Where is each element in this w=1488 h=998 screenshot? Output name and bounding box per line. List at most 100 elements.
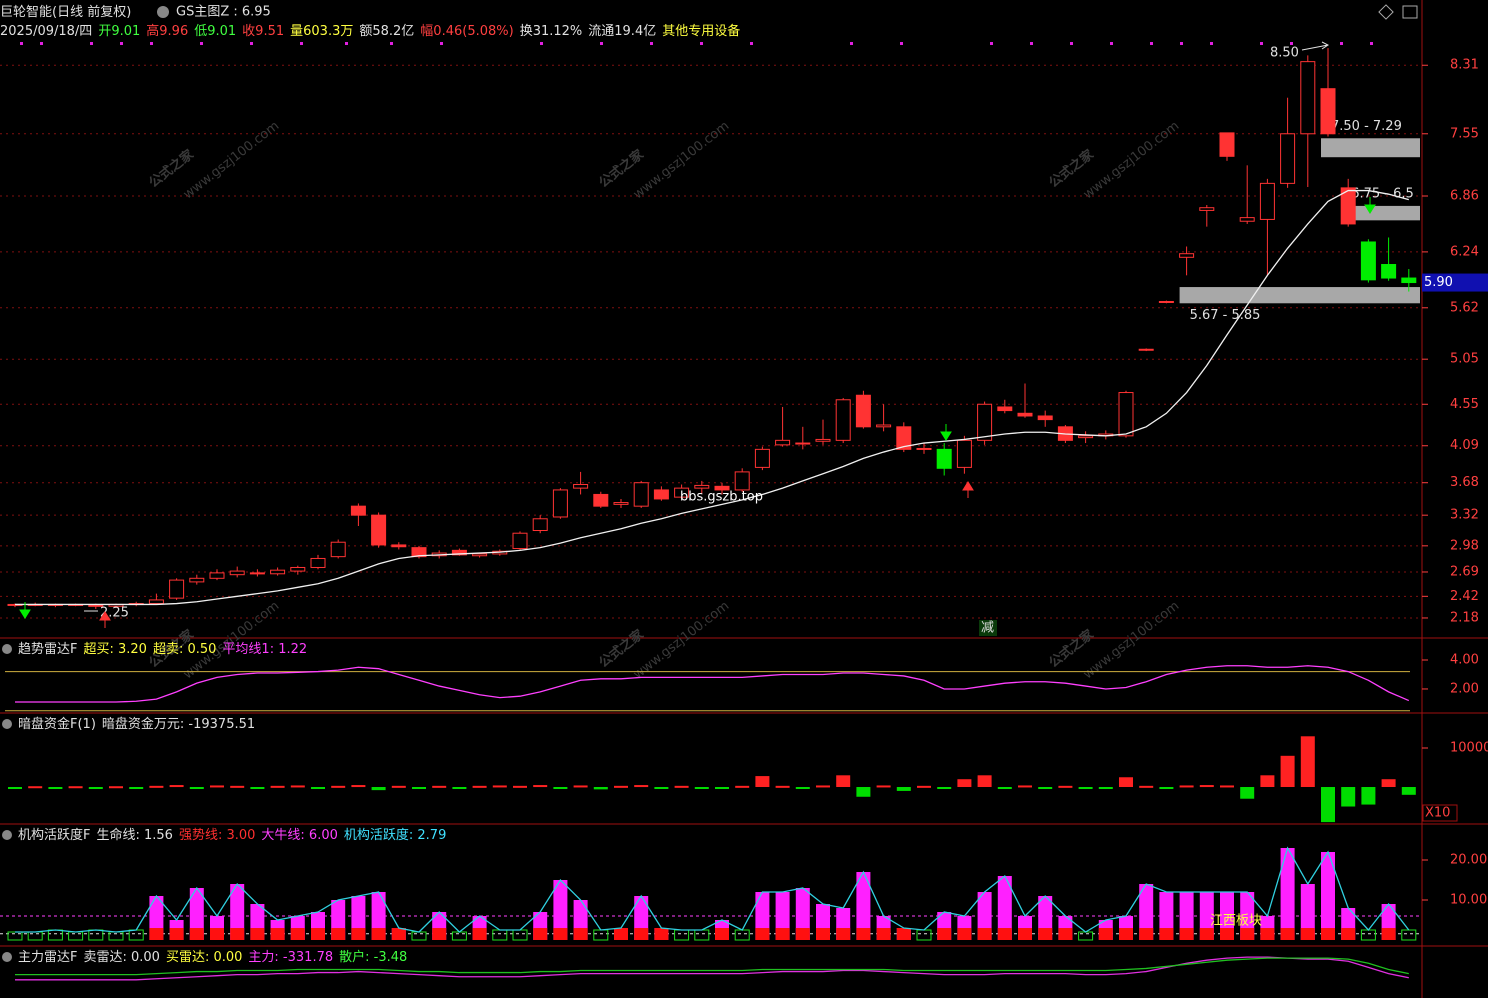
zone bbox=[1321, 138, 1420, 158]
candle-body bbox=[835, 399, 851, 441]
legend-item: 大牛线: 6.00 bbox=[261, 828, 337, 843]
bar bbox=[614, 785, 628, 788]
icon[interactable] bbox=[1402, 5, 1418, 19]
legend-item: 散户: -3.48 bbox=[339, 949, 407, 965]
bar bbox=[1139, 884, 1154, 940]
y-tick-label: 8.31 bbox=[1450, 58, 1479, 73]
y-tick-label: 2.98 bbox=[1450, 538, 1479, 553]
bar-base bbox=[1341, 928, 1356, 940]
zone bbox=[1341, 205, 1420, 221]
zone bbox=[1179, 287, 1420, 304]
legend-item: 趋势雷达F bbox=[18, 641, 77, 657]
bar-base bbox=[371, 928, 386, 940]
bar bbox=[1220, 785, 1234, 788]
legend-item: 超买: 3.20 bbox=[83, 642, 146, 657]
bar bbox=[1280, 755, 1295, 788]
bar-base bbox=[856, 928, 871, 940]
legend-item: 机构活跃度F bbox=[18, 827, 90, 843]
icon[interactable] bbox=[1378, 4, 1394, 20]
header-item: 收9.51 bbox=[242, 24, 284, 39]
header-item: 巨轮智能(日线 前复权) bbox=[0, 4, 131, 20]
bar-base bbox=[311, 928, 325, 940]
bar bbox=[1038, 787, 1053, 790]
legend-icon bbox=[2, 719, 12, 729]
candle-body bbox=[876, 424, 892, 428]
bar bbox=[775, 785, 790, 788]
bar bbox=[755, 776, 770, 788]
bar-base bbox=[169, 928, 184, 940]
bar-base bbox=[1119, 928, 1133, 940]
bar bbox=[189, 787, 204, 790]
candle-body bbox=[1118, 392, 1134, 437]
signal-dot bbox=[1070, 42, 1073, 45]
bar-base bbox=[715, 928, 729, 940]
bar-base bbox=[795, 928, 810, 940]
header-line: 2025/09/18/四 开9.01 高9.96 低9.01 收9.51 量603.3万额… bbox=[0, 23, 740, 39]
signal-dot bbox=[540, 42, 543, 45]
signal-dot bbox=[1030, 42, 1033, 45]
legend-item: 卖雷达: 0.00 bbox=[83, 950, 159, 965]
bar bbox=[997, 787, 1012, 790]
y-tick-label: 5.62 bbox=[1450, 300, 1479, 315]
bar bbox=[1119, 777, 1133, 788]
annotation-arrow bbox=[1301, 41, 1329, 51]
bar bbox=[856, 872, 871, 940]
last-price-label: 5.90 bbox=[1424, 275, 1453, 290]
bar-base bbox=[1220, 928, 1234, 940]
signal-dot bbox=[750, 42, 753, 45]
bar bbox=[1199, 785, 1214, 788]
bar-base bbox=[1381, 928, 1396, 940]
candle-body bbox=[451, 549, 467, 556]
header-item: 流通19.4亿 bbox=[588, 24, 656, 39]
bar bbox=[876, 785, 891, 788]
candle-body bbox=[472, 553, 488, 557]
legend-item: 主力雷达F bbox=[18, 950, 77, 965]
candle-body bbox=[290, 566, 306, 572]
y-tick-label: 4.00 bbox=[1450, 652, 1479, 667]
candle-body bbox=[552, 489, 568, 518]
bar-base bbox=[614, 928, 628, 940]
candle-body bbox=[754, 448, 770, 468]
header-item: 低9.01 bbox=[194, 24, 236, 39]
candle-body bbox=[896, 426, 912, 450]
candle-body bbox=[189, 577, 205, 583]
header-line: 巨轮智能(日线 前复权) bbox=[0, 4, 131, 20]
zone-label: 5.67 - 5.85 bbox=[1190, 308, 1261, 323]
bar-base bbox=[634, 928, 649, 940]
bar bbox=[1341, 787, 1356, 807]
bar bbox=[8, 787, 22, 790]
bar-base bbox=[250, 928, 265, 940]
header-item: 其他专用设备 bbox=[662, 23, 740, 39]
bar bbox=[654, 787, 669, 790]
candle-body bbox=[977, 403, 993, 441]
bar bbox=[553, 880, 568, 940]
candle-body bbox=[532, 518, 548, 532]
bar-base bbox=[189, 928, 204, 940]
legend-item: 买雷达: 0.00 bbox=[166, 950, 242, 965]
bar-base bbox=[533, 928, 548, 940]
bar-base bbox=[1260, 928, 1275, 940]
candle-body bbox=[593, 493, 609, 507]
candle-body bbox=[633, 482, 649, 507]
bar bbox=[331, 785, 346, 788]
candle-body bbox=[613, 502, 629, 505]
signal-dot bbox=[1370, 42, 1373, 45]
candle-body bbox=[350, 505, 366, 516]
signal-dot bbox=[345, 42, 348, 45]
bar-base bbox=[1038, 928, 1053, 940]
candle-body bbox=[653, 489, 669, 500]
bar bbox=[452, 787, 467, 790]
legend-icon bbox=[2, 952, 12, 962]
signal-dot bbox=[1260, 42, 1263, 45]
bar-base bbox=[1139, 928, 1154, 940]
signal-dot bbox=[90, 42, 93, 45]
annotation: 减 bbox=[981, 621, 994, 636]
indicator-line bbox=[15, 846, 1410, 933]
bar bbox=[1401, 787, 1416, 795]
bar bbox=[795, 787, 810, 790]
bar bbox=[977, 775, 992, 788]
bar bbox=[694, 787, 709, 790]
bar-base bbox=[836, 928, 851, 940]
signal-dot bbox=[900, 42, 903, 45]
header-item: 额58.2亿 bbox=[359, 24, 414, 39]
